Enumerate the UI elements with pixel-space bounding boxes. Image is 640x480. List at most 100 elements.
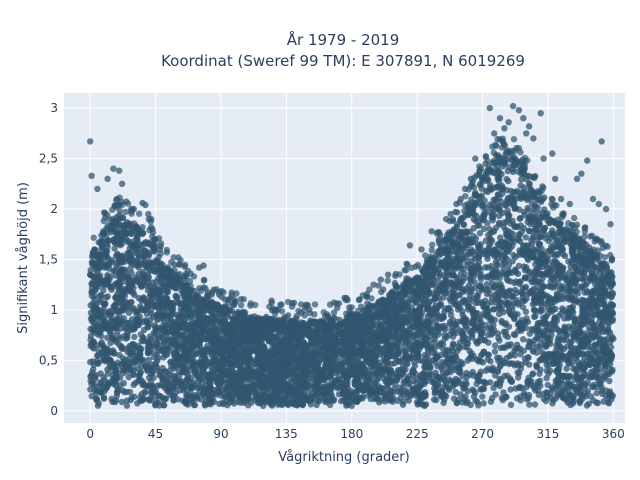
data-point xyxy=(528,237,535,244)
data-point xyxy=(90,338,97,345)
data-point xyxy=(87,266,94,274)
data-point xyxy=(434,277,441,284)
data-point xyxy=(115,333,122,340)
data-point xyxy=(587,302,595,309)
data-point xyxy=(559,295,566,302)
data-point xyxy=(116,351,123,359)
data-point xyxy=(452,321,459,328)
data-point xyxy=(88,289,95,296)
data-point xyxy=(514,299,521,306)
data-point xyxy=(526,401,533,408)
data-point xyxy=(337,397,345,405)
data-point xyxy=(401,347,408,355)
data-point xyxy=(169,311,176,318)
data-point xyxy=(511,352,518,359)
data-point xyxy=(480,400,487,407)
data-point xyxy=(395,338,402,345)
data-point xyxy=(491,292,498,300)
data-point xyxy=(123,402,131,409)
data-point xyxy=(353,356,360,363)
data-point xyxy=(399,401,407,408)
data-point xyxy=(517,393,524,400)
data-point xyxy=(447,312,455,319)
data-point xyxy=(549,386,556,393)
data-point xyxy=(492,372,499,379)
data-point xyxy=(360,360,367,367)
data-point xyxy=(454,306,462,313)
data-point xyxy=(504,277,512,284)
data-point xyxy=(505,360,513,368)
data-point xyxy=(476,283,483,290)
data-point xyxy=(520,224,528,232)
data-point xyxy=(120,315,128,322)
data-point xyxy=(565,305,572,312)
data-point xyxy=(522,274,529,282)
data-point xyxy=(578,263,585,270)
data-point xyxy=(427,365,434,372)
data-point xyxy=(104,366,111,373)
data-point xyxy=(449,383,456,390)
data-point xyxy=(343,402,350,409)
data-point xyxy=(430,396,438,403)
data-point xyxy=(543,374,550,382)
data-point xyxy=(87,302,94,309)
data-point xyxy=(104,334,111,341)
data-point xyxy=(578,284,585,292)
data-point xyxy=(545,283,552,290)
data-point xyxy=(492,391,499,398)
data-point xyxy=(453,399,461,407)
data-point xyxy=(457,391,464,398)
data-point xyxy=(156,382,164,389)
data-point xyxy=(476,222,483,229)
data-point xyxy=(101,376,108,383)
data-point xyxy=(544,299,552,306)
data-point xyxy=(528,200,536,207)
data-point xyxy=(481,197,488,204)
data-point xyxy=(461,274,468,282)
data-point xyxy=(103,382,111,389)
data-point xyxy=(120,380,128,387)
data-point xyxy=(455,300,463,308)
data-point xyxy=(491,348,499,355)
data-point xyxy=(597,269,604,276)
data-point xyxy=(118,398,126,406)
data-point xyxy=(131,333,138,341)
data-point xyxy=(554,390,561,397)
data-point xyxy=(88,393,95,400)
data-point xyxy=(494,268,501,276)
data-point xyxy=(144,361,151,369)
data-point xyxy=(580,369,587,376)
data-point xyxy=(590,311,597,319)
data-point xyxy=(187,384,194,392)
data-point xyxy=(520,336,527,343)
data-point xyxy=(462,393,469,400)
data-point xyxy=(104,243,111,250)
data-point xyxy=(567,401,574,409)
data-point xyxy=(164,379,172,386)
data-point xyxy=(143,318,150,325)
data-point xyxy=(127,264,134,271)
data-point xyxy=(543,389,550,396)
data-point xyxy=(111,245,118,252)
data-point xyxy=(485,365,492,372)
data-point xyxy=(504,167,511,175)
data-point xyxy=(483,274,490,281)
data-point xyxy=(483,281,491,288)
data-point xyxy=(499,190,506,197)
data-point xyxy=(525,354,532,362)
data-point xyxy=(108,286,115,293)
data-point xyxy=(89,369,96,376)
data-point xyxy=(561,252,569,260)
data-point xyxy=(100,287,107,294)
data-point xyxy=(533,364,540,371)
data-point xyxy=(503,230,510,237)
data-point xyxy=(531,313,538,320)
data-point xyxy=(479,393,486,400)
data-point xyxy=(92,300,100,307)
data-point xyxy=(526,289,533,296)
data-point xyxy=(607,361,614,368)
data-point xyxy=(533,335,540,342)
data-point xyxy=(279,379,287,386)
data-point xyxy=(578,374,585,381)
